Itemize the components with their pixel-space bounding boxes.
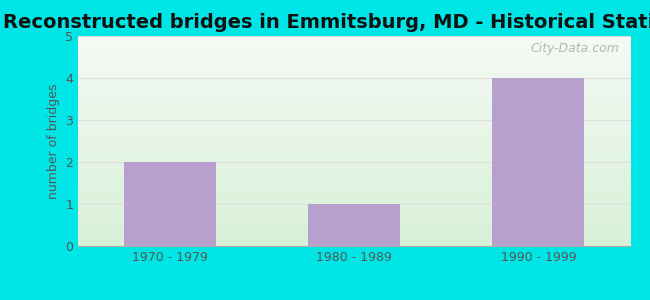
Bar — [493, 78, 584, 246]
Bar — [308, 204, 400, 246]
Title: Reconstructed bridges in Emmitsburg, MD - Historical Statistics: Reconstructed bridges in Emmitsburg, MD … — [3, 13, 650, 32]
Bar — [124, 162, 216, 246]
Text: City-Data.com: City-Data.com — [530, 42, 619, 55]
Y-axis label: number of bridges: number of bridges — [47, 83, 60, 199]
